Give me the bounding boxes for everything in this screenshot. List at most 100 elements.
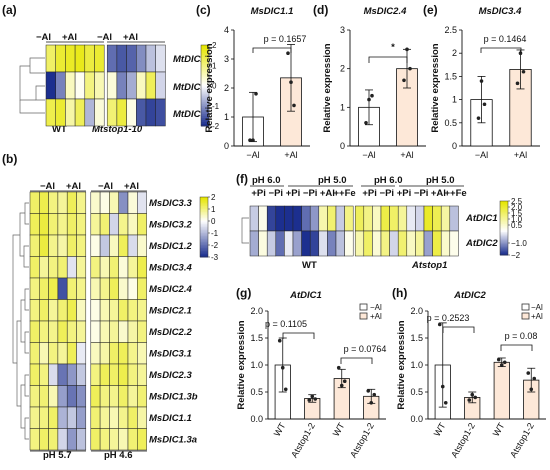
g-y-tick-label: 1.5	[250, 333, 263, 343]
f-cell	[389, 205, 399, 232]
h-y-tick-label: 2.0	[410, 306, 423, 316]
f-cell	[249, 205, 259, 232]
b-cell	[57, 320, 68, 343]
b-row-label: MsDIC2.2	[149, 327, 192, 338]
f-col-label: −Pi	[303, 188, 318, 199]
b-cell	[90, 191, 101, 214]
f-colorbar-segment	[500, 201, 508, 203]
h-data-point	[502, 360, 507, 365]
b-row-label: MsDIC2.1	[149, 306, 192, 317]
a-dendrogram-branch	[29, 57, 45, 74]
b-cell	[137, 363, 147, 386]
g-data-point	[307, 398, 312, 402]
b-cell	[39, 277, 49, 300]
f-cell	[249, 230, 259, 257]
e-data-point	[515, 81, 520, 86]
b-cell	[29, 277, 40, 300]
g-y-tick-label: 1.0	[250, 360, 263, 370]
b-colorbar-segment	[200, 254, 208, 256]
a-row-label: MtDIC2	[173, 54, 206, 65]
f-colorbar-segment	[500, 234, 508, 237]
f-cell	[363, 205, 373, 232]
b-cell	[76, 256, 87, 279]
b-cell	[127, 320, 138, 343]
f-colorbar-segment	[500, 223, 508, 226]
b-cell	[39, 406, 49, 429]
a-cell	[126, 44, 137, 73]
f-colorbar-segment	[500, 219, 508, 222]
h-y-label: Relative expression	[396, 320, 407, 409]
b-cell	[76, 277, 87, 300]
b-colorbar-segment	[200, 213, 208, 216]
f-colorbar-tick-label: 1.5	[511, 209, 523, 218]
f-colorbar-segment	[500, 244, 508, 247]
b-colorbar-segment	[200, 219, 208, 222]
f-ph-label: pH 5.0	[426, 175, 455, 186]
f-col-label: +Pi	[251, 188, 266, 199]
g-x-tick-label: Atstop1-2	[289, 421, 317, 459]
b-cell	[118, 213, 129, 236]
b-cell	[90, 213, 101, 236]
b-colorbar-segment	[200, 228, 208, 231]
b-cell	[118, 385, 129, 408]
b-cell	[48, 277, 59, 300]
f-cell	[266, 205, 277, 232]
f-col-label: −Pi	[269, 188, 284, 199]
e-y-tick-label: 1	[452, 95, 457, 105]
f-cell	[309, 205, 320, 232]
d-data-point	[408, 66, 412, 71]
d-data-point	[402, 78, 406, 83]
a-colorbar-segment	[201, 77, 209, 80]
b-cell	[39, 256, 49, 279]
b-cell	[76, 191, 87, 214]
f-colorbar-segment	[500, 211, 508, 214]
b-cell	[66, 428, 77, 451]
d-y-tick-label: 2	[340, 64, 345, 74]
h-data-point	[470, 392, 475, 397]
g-legend-swatch	[359, 303, 368, 311]
a-colorbar-segment	[201, 65, 209, 68]
b-cell	[39, 342, 49, 365]
g-x-tick-label: WT	[272, 421, 288, 439]
f-colorbar-segment	[500, 221, 508, 224]
b-cell	[66, 256, 77, 279]
h-significance-bracket	[442, 326, 475, 333]
a-colorbar-segment	[201, 53, 209, 56]
b-cell	[66, 320, 77, 343]
g-data-point	[280, 365, 285, 370]
f-colorbar-segment	[500, 215, 508, 218]
b-colorbar-tick-label: 2	[211, 193, 216, 202]
h-legend-label: −Al	[531, 303, 543, 312]
b-colorbar-segment	[200, 255, 208, 258]
e-data-point	[521, 69, 526, 74]
f-colorbar-segment	[500, 225, 508, 228]
f-cell	[449, 230, 459, 257]
b-cell	[118, 428, 129, 451]
f-cell	[372, 205, 382, 232]
a-cell	[155, 44, 166, 73]
a-cell	[136, 71, 147, 100]
c-significance-bracket	[252, 47, 292, 53]
a-colorbar-segment	[201, 97, 209, 101]
f-colorbar-segment	[500, 228, 508, 230]
h-significance-bracket	[500, 344, 533, 351]
b-dendrogram-branch	[24, 331, 29, 354]
b-row-label: MsDIC2.3	[149, 370, 192, 381]
b-cell	[76, 385, 87, 408]
b-cell	[48, 256, 59, 279]
g-data-point	[336, 365, 341, 370]
f-colorbar-segment	[500, 229, 508, 232]
f-cell	[275, 230, 285, 257]
f-colorbar-tick-label: 2.5	[511, 197, 523, 206]
g-data-point	[277, 338, 282, 343]
g-x-tick-label: WT	[331, 421, 347, 439]
f-cell	[309, 230, 320, 257]
a-colorbar-tick-label: 1	[212, 61, 217, 70]
b-cell	[76, 363, 87, 386]
a-colorbar-segment	[201, 69, 209, 72]
f-cell	[449, 205, 459, 232]
a-colorbar-segment	[201, 57, 209, 60]
b-cell	[66, 191, 77, 214]
d-y-tick-label: 3	[340, 25, 345, 35]
f-cell	[380, 205, 390, 232]
